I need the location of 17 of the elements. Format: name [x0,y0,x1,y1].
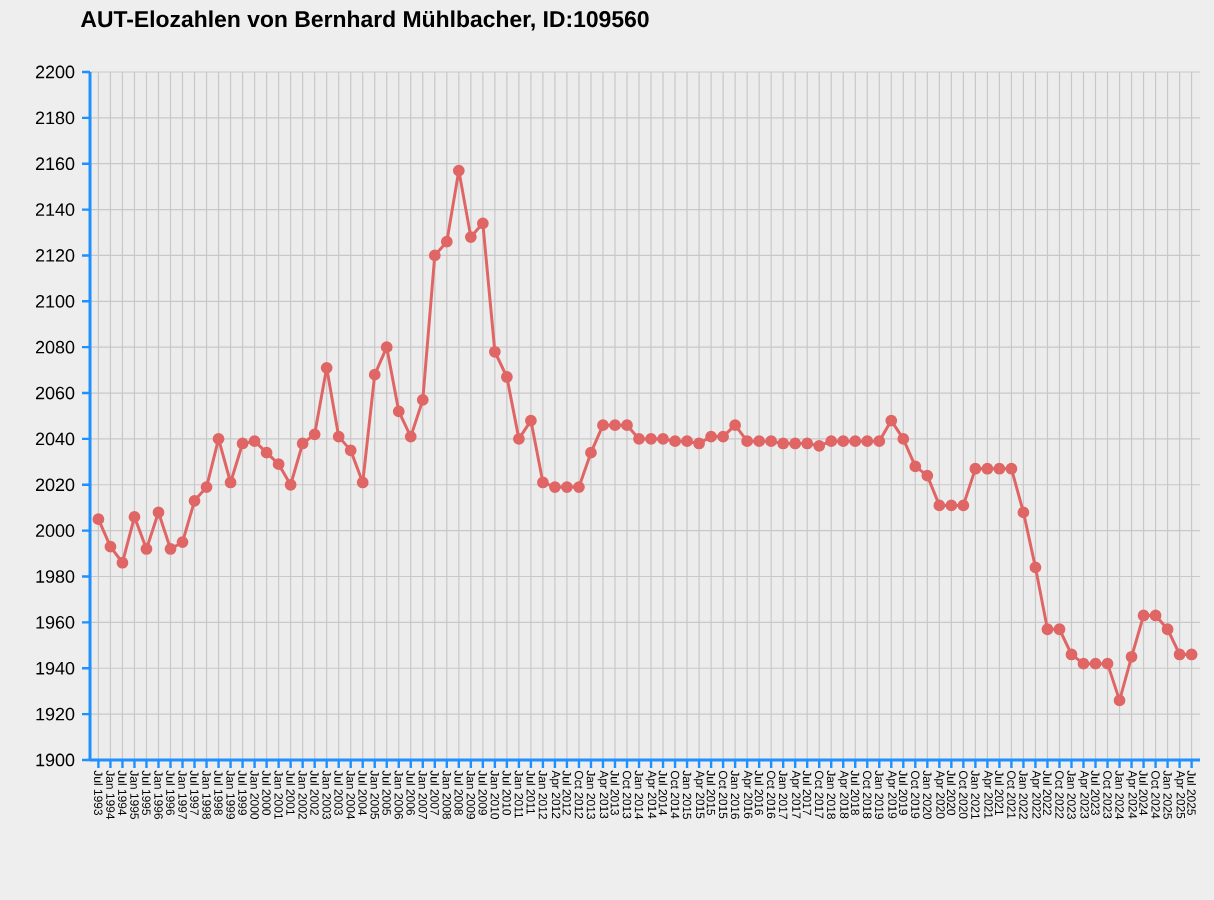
y-tick-label: 2180 [35,111,75,125]
y-tick-label: 2040 [35,432,75,446]
y-tick-label: 1960 [36,616,75,629]
y-tick-label: 2160 [35,157,75,171]
y-tick-label: 2200 [35,65,75,79]
y-tick-label: 2120 [35,249,75,262]
y-tick-label: 2080 [35,340,75,354]
y-tick-label: 2000 [35,524,75,537]
y-tick-label: 2060 [35,386,75,400]
chart-title: AUT-Elozahlen von Bernhard Mühlbacher, ID:109560 [80,10,649,31]
y-tick-label: 2140 [35,203,75,216]
y-tick-label: 1940 [36,661,75,675]
y-tick-label: 2020 [35,478,75,492]
y-tick-label: 1980 [36,570,75,583]
y-tick-label: 1900 [36,753,75,767]
y-tick-label: 2100 [35,294,75,308]
y-tick-label: 1920 [36,707,75,721]
